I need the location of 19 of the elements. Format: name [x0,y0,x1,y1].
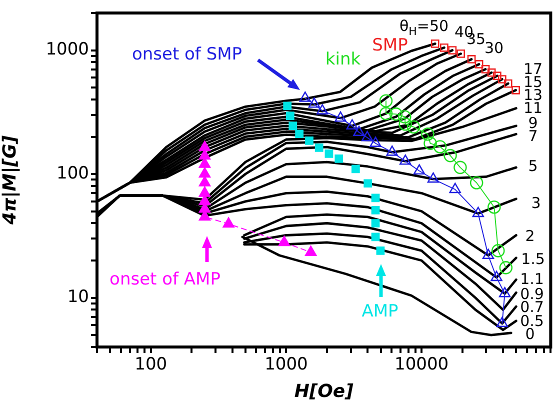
annotation: AMP [362,301,398,322]
x-tick-label: 10000 [394,354,449,375]
y-tick-label: 100 [56,163,89,184]
annotation: onset of SMP [132,44,242,64]
y-axis-title: 4π|M|[G] [0,134,20,226]
annotation: 30 [484,38,504,57]
x-axis-title: H[Oe] [294,380,354,402]
x-tick-label: 1000 [264,354,308,375]
annotation: kink [325,49,361,70]
annotation: 5 [528,156,538,175]
y-tick-label: 1000 [46,40,89,60]
x-tick-label: 100 [134,354,168,375]
annotation: 3 [531,194,541,212]
annotation: 1.5 [521,250,545,268]
annotation: 1.1 [520,270,544,288]
annotation: 2 [525,226,535,245]
y-tick-label: 10 [67,287,89,308]
annotation: onset of AMP [110,269,220,290]
annotation: SMP [372,35,408,56]
